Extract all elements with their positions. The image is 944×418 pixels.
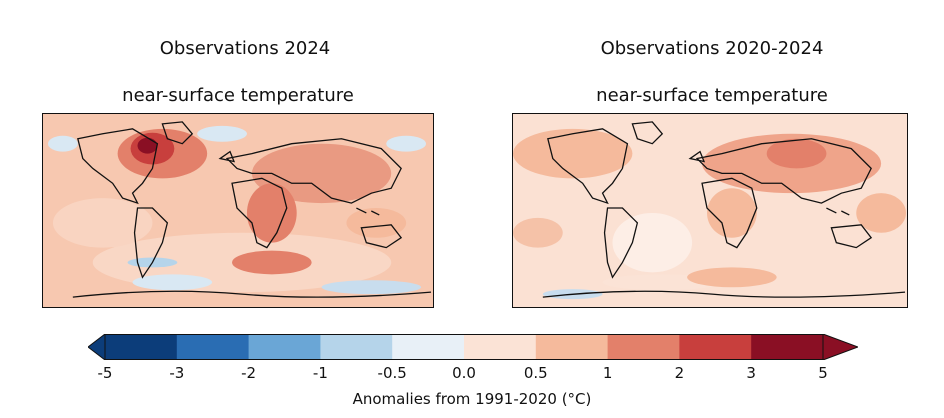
colorbar-segment (248, 334, 321, 360)
colorbar-segment (679, 334, 752, 360)
colorbar-segment (105, 334, 178, 360)
colorbar-tick-label: 1 (602, 364, 613, 382)
colorbar-tick-label: -0.5 (377, 364, 407, 382)
colorbar (88, 334, 858, 360)
colorbar-segment (607, 334, 680, 360)
colorbar-extend-low (88, 334, 106, 360)
colorbar-segment (535, 334, 609, 360)
colorbar-tick-label: 0.0 (452, 364, 476, 382)
colorbar-label: Anomalies from 1991-2020 (°C) (352, 390, 592, 408)
colorbar-extend-high (822, 334, 858, 360)
colorbar-tick-label: -3 (169, 364, 185, 382)
map-2020-2024 (512, 113, 908, 308)
colorbar-segment (751, 334, 824, 360)
colorbar-tick-label: -2 (241, 364, 257, 382)
colorbar-tick-label: 0.5 (523, 364, 548, 382)
map1-title: Observations 2024 (159, 38, 331, 59)
colorbar-tick-label: -5 (97, 364, 113, 382)
colorbar-segment (464, 334, 537, 360)
colorbar-tick-label: 3 (746, 364, 756, 382)
colorbar-tick-label: 5 (818, 364, 828, 382)
map2-subtitle: near-surface temperature (596, 85, 828, 106)
colorbar-segment (392, 334, 465, 360)
colorbar-tick-label: -1 (312, 364, 328, 382)
map1-subtitle: near-surface temperature (122, 85, 354, 106)
colorbar-segment (320, 334, 393, 360)
map2-title: Observations 2020-2024 (600, 38, 824, 59)
colorbar-tick-label: 2 (674, 364, 685, 382)
colorbar-segment (176, 334, 250, 360)
map-2024 (42, 113, 434, 308)
